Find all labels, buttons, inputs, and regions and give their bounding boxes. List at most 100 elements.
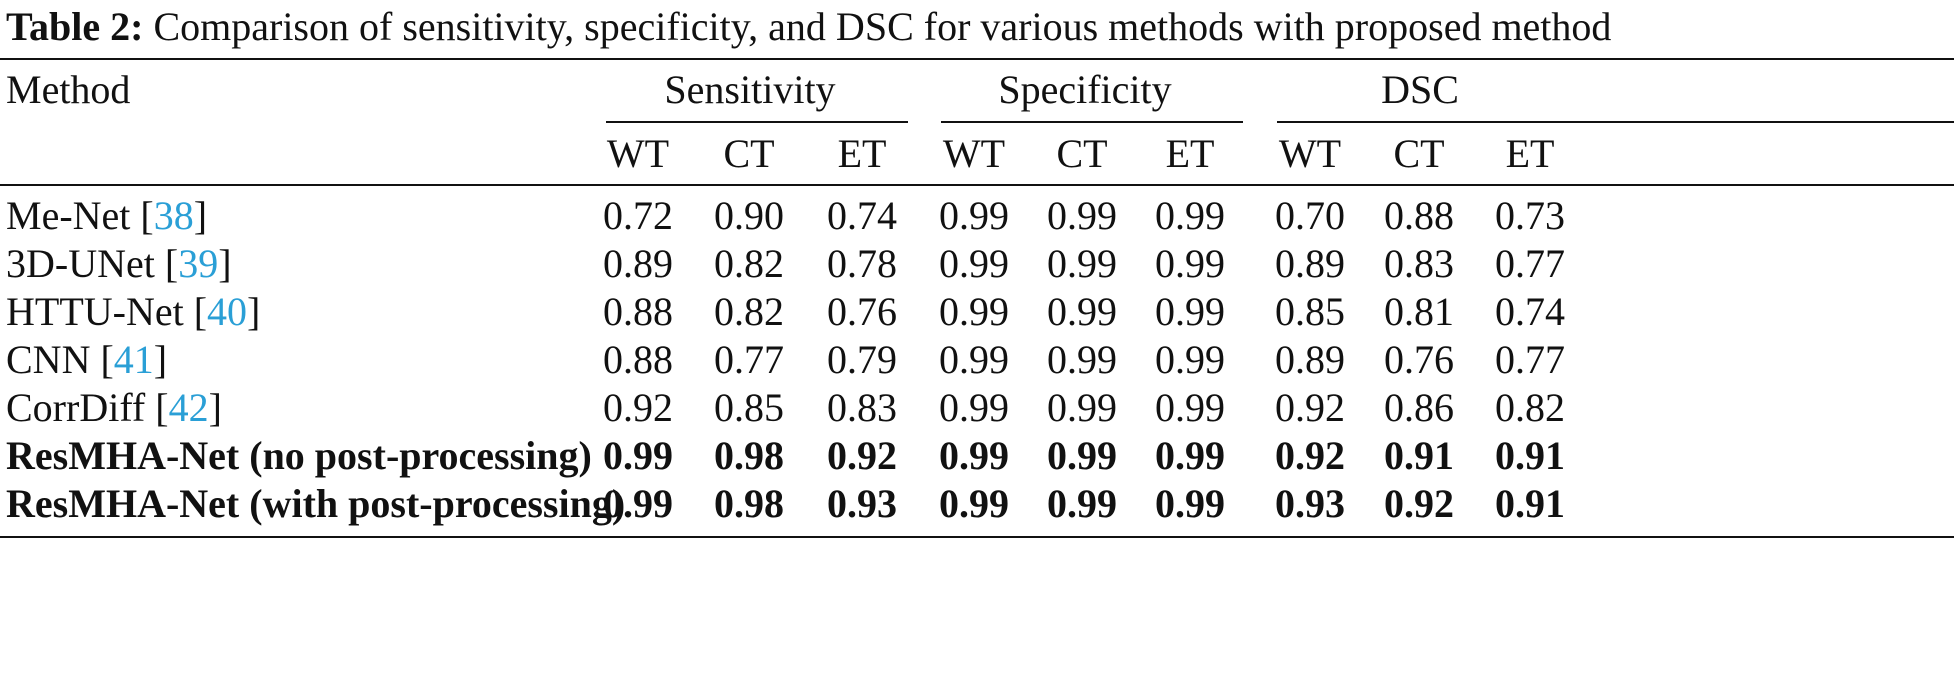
value-cell: 0.85 [714,385,784,430]
value-cell: 0.93 [1275,481,1345,526]
value-cell: 0.99 [1047,337,1117,382]
value-cell: 0.77 [1495,337,1565,382]
value-cell: 0.70 [1275,193,1345,238]
method-name-cell: CNN [41] [6,336,167,384]
value-cell: 0.99 [939,289,1009,334]
citation-link[interactable]: 42 [168,385,209,430]
value-cell: 0.99 [939,385,1009,430]
value-cell: 0.92 [1384,481,1454,526]
value-cell: 0.99 [1047,481,1117,526]
value-cell: 0.85 [1275,289,1345,334]
value-cell: 0.91 [1495,481,1565,526]
group-header-dsc: DSC [1381,67,1459,112]
citation-bracket: ] [193,193,208,238]
citation-link[interactable]: 40 [207,289,248,334]
value-cell: 0.74 [827,193,897,238]
group-rule-dsc [1277,121,1954,123]
value-cell: 0.89 [1275,241,1345,286]
caption-label: Table 2: [6,4,144,49]
value-cell: 0.99 [1047,193,1117,238]
value-cell: 0.99 [1047,241,1117,286]
value-cell: 0.99 [1155,241,1225,286]
value-cell: 0.90 [714,193,784,238]
method-name-cell: 3D-UNet [39] [6,240,232,288]
value-cell: 0.99 [1047,433,1117,478]
value-cell: 0.99 [939,193,1009,238]
value-cell: 0.76 [827,289,897,334]
value-cell: 0.82 [714,241,784,286]
citation-bracket: ] [153,337,168,382]
value-cell: 0.99 [939,241,1009,286]
method-name-cell: ResMHA-Net (no post-processing) [6,432,592,480]
citation-bracket: ] [218,241,232,286]
value-cell: 0.98 [714,481,784,526]
value-cell: 0.99 [1047,289,1117,334]
subheader-ct: CT [1056,131,1108,176]
value-cell: 0.86 [1384,385,1454,430]
subheader-et: ET [837,131,887,176]
value-cell: 0.72 [603,193,673,238]
header-rule [0,184,1954,186]
citation-bracket: [ [154,241,179,286]
value-cell: 0.82 [714,289,784,334]
group-rule-sensitivity [606,121,908,123]
value-cell: 0.98 [714,433,784,478]
citation-bracket: [ [130,193,154,238]
method-name-cell: ResMHA-Net (with post-processing) [6,480,625,528]
value-cell: 0.99 [939,433,1009,478]
method-name: CorrDiff [6,385,146,430]
method-name-cell: CorrDiff [42] [6,384,222,432]
subheader-ct: CT [1393,131,1445,176]
value-cell: 0.92 [827,433,897,478]
method-name-cell: Me-Net [38] [6,192,207,240]
citation-bracket: [ [145,385,169,430]
value-cell: 0.76 [1384,337,1454,382]
value-cell: 0.77 [1495,241,1565,286]
value-cell: 0.89 [603,241,673,286]
value-cell: 0.83 [827,385,897,430]
value-cell: 0.78 [827,241,897,286]
method-name: CNN [6,337,91,382]
value-cell: 0.88 [603,337,673,382]
value-cell: 0.82 [1495,385,1565,430]
citation-bracket: ] [247,289,261,334]
value-cell: 0.74 [1495,289,1565,334]
method-header: Method [6,67,131,112]
value-cell: 0.99 [1155,289,1225,334]
citation-link[interactable]: 38 [153,193,194,238]
subheader-wt: WT [1278,131,1342,176]
citation-link[interactable]: 41 [113,337,154,382]
citation-bracket: [ [90,337,114,382]
value-cell: 0.99 [939,481,1009,526]
value-cell: 0.99 [1155,193,1225,238]
value-cell: 0.99 [1155,337,1225,382]
method-name-cell: HTTU-Net [40] [6,288,260,336]
value-cell: 0.99 [1047,385,1117,430]
subheader-et: ET [1505,131,1555,176]
top-rule [0,58,1954,60]
table-caption: Table 2: Comparison of sensitivity, spec… [6,2,1611,52]
subheader-wt: WT [942,131,1006,176]
value-cell: 0.93 [827,481,897,526]
citation-link[interactable]: 39 [178,241,219,286]
method-name: ResMHA-Net (no post-processing) [6,433,592,478]
value-cell: 0.77 [714,337,784,382]
value-cell: 0.99 [1155,481,1225,526]
value-cell: 0.73 [1495,193,1565,238]
value-cell: 0.92 [1275,385,1345,430]
method-name: HTTU-Net [6,289,184,334]
value-cell: 0.92 [603,385,673,430]
citation-bracket: [ [183,289,208,334]
value-cell: 0.99 [1155,433,1225,478]
value-cell: 0.83 [1384,241,1454,286]
subheader-et: ET [1165,131,1215,176]
value-cell: 0.99 [603,433,673,478]
group-header-sensitivity: Sensitivity [664,67,836,112]
value-cell: 0.79 [827,337,897,382]
value-cell: 0.88 [603,289,673,334]
method-name: 3D-UNet [6,241,155,286]
value-cell: 0.88 [1384,193,1454,238]
value-cell: 0.89 [1275,337,1345,382]
method-name: Me-Net [6,193,131,238]
